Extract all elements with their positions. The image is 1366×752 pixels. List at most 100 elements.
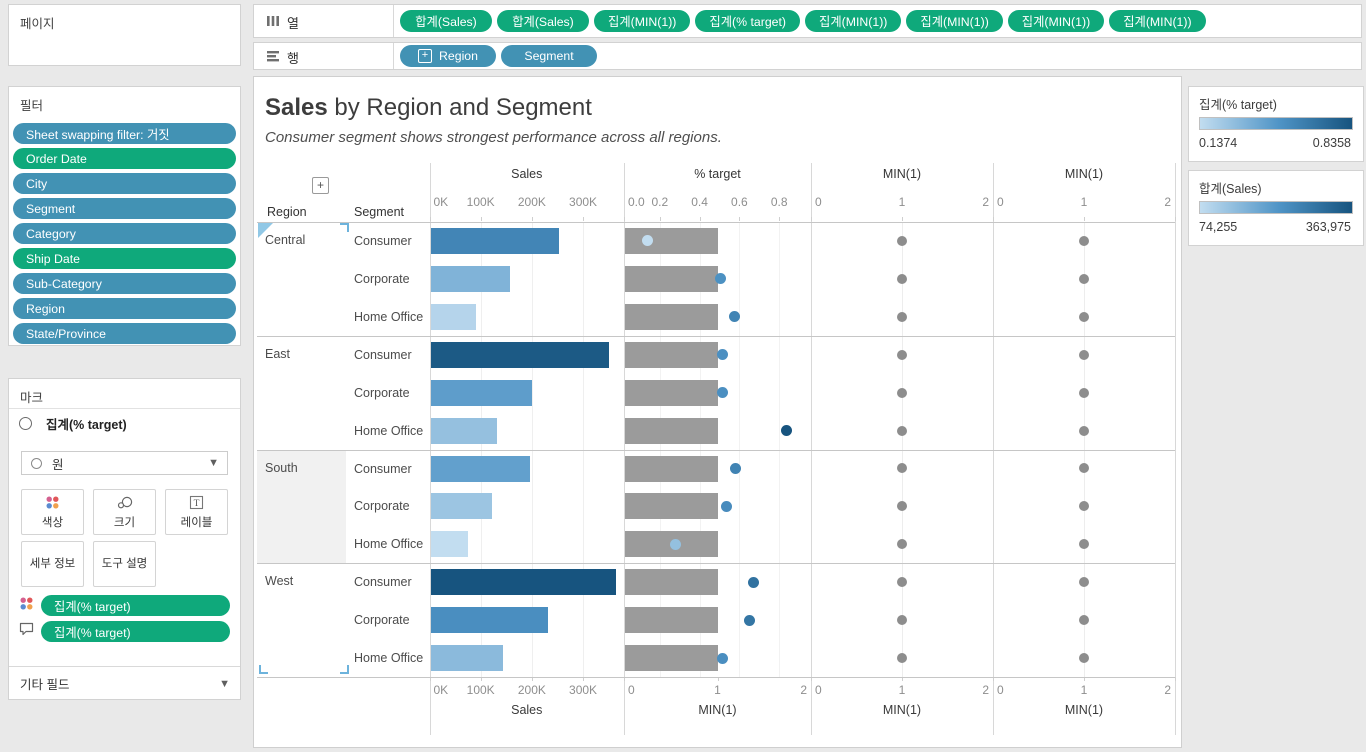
pct-target-dot[interactable] <box>744 614 756 626</box>
reference-bar[interactable] <box>625 303 718 330</box>
min1-dot[interactable] <box>897 653 907 664</box>
reference-bar[interactable] <box>625 569 718 596</box>
other-fields-row[interactable]: 기타 필드 ▼ <box>9 666 240 700</box>
min1-dot[interactable] <box>1079 653 1089 664</box>
column-pill-2[interactable]: 집계(MIN(1)) <box>594 10 691 32</box>
min1-dot[interactable] <box>1079 311 1089 322</box>
marks-card-header[interactable]: 집계(% target) <box>9 409 240 437</box>
encoding-pill-1[interactable]: 집계(% target) <box>41 621 230 642</box>
encoding-pill-0[interactable]: 집계(% target) <box>41 595 230 616</box>
min1-dot[interactable] <box>897 311 907 322</box>
filter-pill-8[interactable]: State/Province <box>13 323 236 344</box>
expand-icon[interactable]: + <box>418 49 433 63</box>
column-pill-4[interactable]: 집계(MIN(1)) <box>805 10 902 32</box>
reference-bar[interactable] <box>625 417 718 444</box>
sales-bar[interactable] <box>430 455 530 482</box>
sales-bar[interactable] <box>430 569 616 596</box>
marks-button-3[interactable]: 세부 정보 <box>21 541 84 587</box>
min1-dot[interactable] <box>897 273 907 284</box>
legend-title: 합계(Sales) <box>1199 182 1262 196</box>
column-pill-5[interactable]: 집계(MIN(1)) <box>906 10 1003 32</box>
pct-target-dot[interactable] <box>717 652 729 664</box>
min1-dot[interactable] <box>1079 539 1089 550</box>
sales-bar[interactable] <box>430 303 477 330</box>
pct-target-dot[interactable] <box>780 425 792 437</box>
filter-pill-4[interactable]: Category <box>13 223 236 244</box>
min1-dot[interactable] <box>897 387 907 398</box>
axis-tick-top: 0 <box>997 195 1004 209</box>
mark-type-select[interactable]: 원 ▼ <box>21 451 228 475</box>
sales-bar[interactable] <box>430 645 503 672</box>
sales-bar[interactable] <box>430 379 533 406</box>
min1-dot[interactable] <box>897 463 907 474</box>
filter-pill-0[interactable]: Sheet swapping filter: 거짓 <box>13 123 236 144</box>
pct-target-dot[interactable] <box>729 462 741 474</box>
min1-dot[interactable] <box>1079 235 1089 246</box>
column-pill-7[interactable]: 집계(MIN(1)) <box>1109 10 1206 32</box>
reference-bar[interactable] <box>625 228 718 254</box>
marks-button-0[interactable]: 색상 <box>21 489 84 535</box>
reference-bar[interactable] <box>625 493 718 520</box>
reference-bar[interactable] <box>625 645 718 672</box>
reference-bar[interactable] <box>625 607 718 634</box>
filter-pill-2[interactable]: City <box>13 173 236 194</box>
pct-target-dot[interactable] <box>641 235 653 247</box>
column-pill-6[interactable]: 집계(MIN(1)) <box>1007 10 1105 32</box>
pct-target-dot[interactable] <box>716 387 728 399</box>
min1-dot[interactable] <box>1079 273 1089 284</box>
reference-bar[interactable] <box>625 341 718 368</box>
min1-dot[interactable] <box>897 349 907 360</box>
pct-target-dot[interactable] <box>714 273 726 285</box>
pct-target-dot[interactable] <box>669 538 681 550</box>
marks-button-1[interactable]: 크기 <box>93 489 156 535</box>
pages-shelf-title: 페이지 <box>20 17 55 31</box>
axis-tick-top: 200K <box>517 195 546 209</box>
column-pill-3[interactable]: 집계(% target) <box>695 10 801 32</box>
marks-button-4[interactable]: 도구 설명 <box>93 541 156 587</box>
min1-dot[interactable] <box>1079 349 1089 360</box>
min1-dot[interactable] <box>897 501 907 512</box>
min1-dot[interactable] <box>1079 463 1089 474</box>
sales-bar[interactable] <box>430 607 549 634</box>
legend-gradient[interactable] <box>1199 201 1353 214</box>
sales-bar[interactable] <box>430 493 492 520</box>
marks-encodings: 집계(% target) 집계(% target) <box>19 595 230 642</box>
pct-target-dot[interactable] <box>720 500 732 512</box>
reference-bar[interactable] <box>625 379 718 406</box>
filter-pill-3[interactable]: Segment <box>13 198 236 219</box>
reference-bar[interactable] <box>625 455 718 482</box>
min1-dot[interactable] <box>1079 577 1089 588</box>
min1-dot[interactable] <box>897 235 907 246</box>
row-pill-segment[interactable]: Segment <box>501 45 597 67</box>
sales-bar[interactable] <box>430 265 511 292</box>
min1-dot[interactable] <box>897 425 907 436</box>
filter-pill-1[interactable]: Order Date <box>13 148 236 169</box>
min1-dot[interactable] <box>897 577 907 588</box>
min1-dot[interactable] <box>897 539 907 550</box>
min1-dot[interactable] <box>1079 425 1089 436</box>
filter-pill-7[interactable]: Region <box>13 298 236 319</box>
min1-dot[interactable] <box>1079 615 1089 626</box>
min1-dot[interactable] <box>897 615 907 626</box>
circle-mark-icon <box>19 416 32 430</box>
sales-bar[interactable] <box>430 341 610 368</box>
min1-dot[interactable] <box>1079 501 1089 512</box>
legend-gradient[interactable] <box>1199 117 1353 130</box>
sales-bar[interactable] <box>430 531 468 558</box>
pct-target-dot[interactable] <box>748 576 760 588</box>
column-pill-1[interactable]: 합계(Sales) <box>497 10 589 32</box>
axis-tick-bottom: 0K <box>433 683 449 697</box>
reference-bar[interactable] <box>625 265 718 292</box>
filters-title: 필터 <box>20 99 44 113</box>
filter-pill-5[interactable]: Ship Date <box>13 248 236 269</box>
marks-button-2[interactable]: T 레이블 <box>165 489 228 535</box>
column-pill-0[interactable]: 합계(Sales) <box>400 10 492 32</box>
expand-hierarchy-button[interactable]: + <box>312 177 329 194</box>
pct-target-dot[interactable] <box>728 311 740 323</box>
pct-target-dot[interactable] <box>716 349 728 361</box>
sales-bar[interactable] <box>430 417 497 444</box>
min1-dot[interactable] <box>1079 387 1089 398</box>
sales-bar[interactable] <box>430 228 559 254</box>
row-pill-region[interactable]: + Region <box>400 45 496 67</box>
filter-pill-6[interactable]: Sub-Category <box>13 273 236 294</box>
